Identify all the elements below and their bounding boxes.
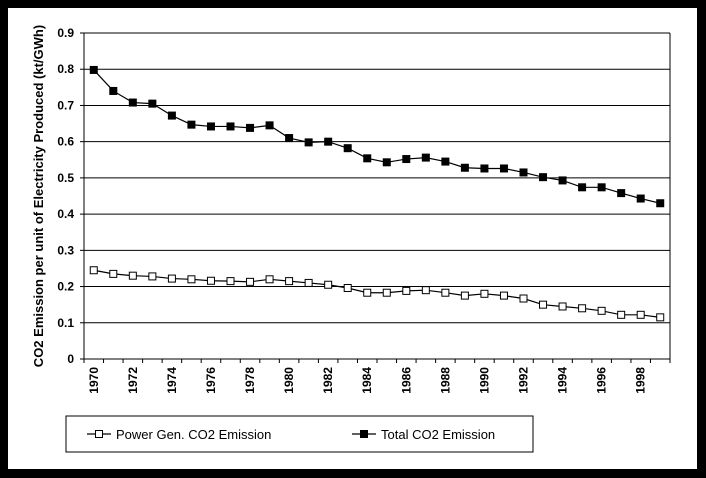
x-tick-label-12: 1994 [556, 367, 570, 394]
series-1-point-6 [206, 122, 215, 131]
series-0-point-21 [499, 291, 508, 300]
series-1-point-18 [441, 157, 450, 166]
series-line-1 [93, 69, 661, 204]
y-tick-label-1: 0.1 [57, 316, 74, 330]
series-1-point-26 [597, 183, 606, 192]
y-tick-label-0: 0 [67, 352, 74, 366]
series-0-point-14 [363, 288, 372, 297]
series-1-point-12 [324, 137, 333, 146]
series-0-point-7 [226, 277, 235, 286]
series-0-point-2 [128, 271, 137, 280]
legend-swatch-marker-0 [95, 430, 103, 438]
y-tick-label-6: 0.6 [57, 135, 74, 149]
series-1-point-4 [167, 111, 176, 120]
series-1-point-21 [499, 164, 508, 173]
series-1-point-23 [539, 173, 548, 182]
series-0-point-25 [578, 304, 587, 313]
x-tick-label-8: 1986 [399, 367, 413, 394]
x-tick-label-1: 1972 [126, 367, 140, 394]
series-1-point-22 [519, 168, 528, 177]
series-0-point-22 [519, 294, 528, 303]
series-1-point-5 [187, 120, 196, 129]
series-1-point-16 [402, 155, 411, 164]
x-tick-label-14: 1998 [634, 367, 648, 394]
x-tick-label-6: 1982 [321, 367, 335, 394]
series-1-point-10 [285, 134, 294, 143]
series-1-point-29 [656, 199, 665, 208]
x-tick-label-3: 1976 [204, 367, 218, 394]
y-tick-label-3: 0.3 [57, 243, 74, 257]
series-1-point-27 [617, 189, 626, 198]
series-1-point-7 [226, 122, 235, 131]
series-1-point-2 [128, 98, 137, 107]
series-0-point-18 [441, 288, 450, 297]
series-1-point-3 [148, 99, 157, 108]
series-0-point-6 [206, 276, 215, 285]
series-1-point-19 [460, 163, 469, 172]
series-0-point-17 [421, 286, 430, 295]
x-tick-label-7: 1984 [360, 367, 374, 394]
series-line-0 [93, 269, 661, 318]
series-0-point-28 [636, 310, 645, 319]
series-0-point-4 [167, 274, 176, 283]
series-0-point-15 [382, 288, 391, 297]
series-0-point-10 [285, 277, 294, 286]
series-0-point-20 [480, 289, 489, 298]
series-0-point-26 [597, 306, 606, 315]
x-tick-label-4: 1978 [243, 367, 257, 394]
series-0-point-9 [265, 275, 274, 284]
legend-swatch-marker-1 [360, 430, 368, 438]
series-0-point-8 [246, 277, 255, 286]
x-tick-label-0: 1970 [87, 367, 101, 394]
series-0-point-13 [343, 284, 352, 293]
y-tick-label-2: 0.2 [57, 280, 74, 294]
y-tick-label-4: 0.4 [57, 207, 74, 221]
x-tick-label-11: 1992 [517, 367, 531, 394]
series-0-point-19 [460, 291, 469, 300]
series-1-point-8 [246, 123, 255, 132]
legend-label-0: Power Gen. CO2 Emission [116, 427, 271, 442]
legend-label-1: Total CO2 Emission [381, 427, 495, 442]
chart-frame: 0 0.1 0.2 0.3 0.4 0.5 0.6 0.7 0.8 0.9 1970 1972 1974… [8, 8, 697, 469]
series-1-point-25 [578, 183, 587, 192]
y-tick-label-8: 0.8 [57, 62, 74, 76]
legend-box [65, 415, 534, 453]
y-tick-label-7: 0.7 [57, 98, 74, 112]
line-chart: 0 0.1 0.2 0.3 0.4 0.5 0.6 0.7 0.8 0.9 1970 1972 1974… [31, 25, 671, 453]
series-1-point-1 [109, 86, 118, 95]
series-0-point-23 [539, 300, 548, 309]
x-tick-label-2: 1974 [165, 367, 179, 394]
series-0-point-29 [656, 313, 665, 322]
series-1-point-13 [343, 144, 352, 153]
series-0-point-24 [558, 302, 567, 311]
series-0-point-16 [402, 286, 411, 295]
y-tick-label-9: 0.9 [57, 26, 74, 40]
series-0-point-0 [89, 266, 98, 275]
x-tick-label-10: 1990 [477, 367, 491, 394]
series-1-point-28 [636, 194, 645, 203]
series-1-point-11 [304, 138, 313, 147]
y-axis-title: CO2 Emission per unit of Electricity Pro… [31, 25, 46, 367]
series-1-point-24 [558, 176, 567, 185]
series-1-point-9 [265, 121, 274, 130]
series-0-point-5 [187, 275, 196, 284]
y-tick-label-5: 0.5 [57, 171, 74, 185]
series-1-point-20 [480, 164, 489, 173]
series-1-point-17 [421, 153, 430, 162]
series-0-point-27 [617, 310, 626, 319]
series-1-point-14 [363, 154, 372, 163]
series-0-point-3 [148, 272, 157, 281]
x-tick-label-13: 1996 [595, 367, 609, 394]
series-1-point-0 [89, 65, 98, 74]
series-0-point-11 [304, 278, 313, 287]
x-tick-label-9: 1988 [438, 367, 452, 394]
series-1-point-15 [382, 158, 391, 167]
x-tick-label-5: 1980 [282, 367, 296, 394]
series-0-point-1 [109, 269, 118, 278]
series-0-point-12 [324, 280, 333, 289]
